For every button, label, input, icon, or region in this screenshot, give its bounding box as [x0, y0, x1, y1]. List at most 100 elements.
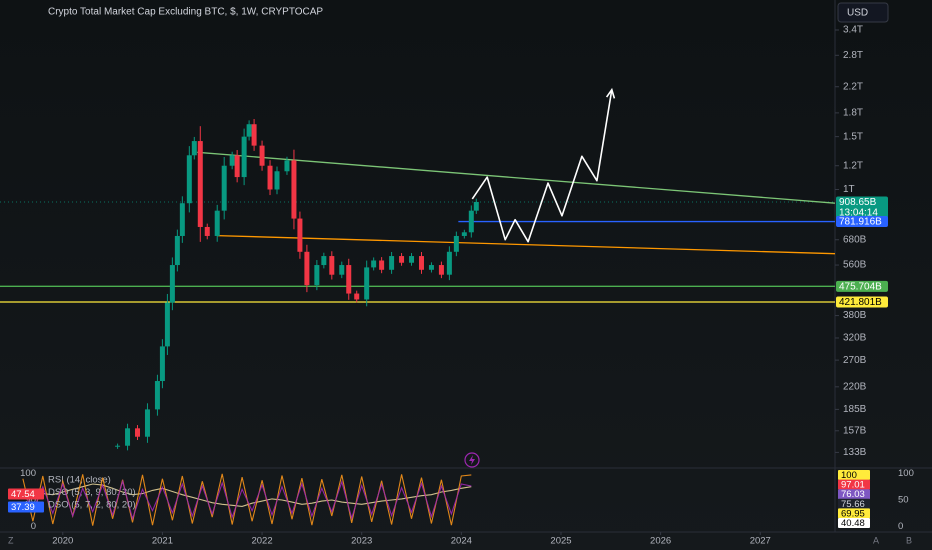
- candle: [186, 155, 192, 204]
- candle: [399, 256, 405, 263]
- indicator-tag-label: 97.01: [841, 480, 865, 491]
- y-tick-label: 1.2T: [843, 160, 863, 171]
- candle: [234, 155, 240, 178]
- y-tick-label: 220B: [843, 381, 867, 392]
- y-tick-label: 2.8T: [843, 50, 863, 61]
- price-tag-label: 781.916B: [839, 217, 882, 228]
- price-tag-countdown: 13:04:14: [839, 208, 878, 219]
- candle: [274, 171, 280, 190]
- x-tick-label: 2022: [251, 536, 272, 547]
- indicator-tag-label: 76.03: [841, 489, 865, 500]
- y-tick-label: 680B: [843, 234, 867, 245]
- indicator-tag-label: 75.66: [841, 499, 865, 510]
- y-tick-label: 3.4T: [843, 25, 863, 36]
- candle: [241, 136, 247, 178]
- candle: [354, 293, 360, 300]
- indicator-tag-label: 69.95: [841, 508, 865, 519]
- indicator-tag: [838, 470, 870, 480]
- candle: [339, 265, 345, 275]
- event-icon[interactable]: [464, 452, 480, 468]
- footer-icon[interactable]: B: [906, 535, 912, 545]
- indicator-tag: [838, 508, 870, 519]
- footer-icon[interactable]: A: [873, 535, 879, 545]
- currency-label[interactable]: USD: [847, 8, 868, 19]
- x-tick-label: 2027: [750, 536, 771, 547]
- candle: [214, 210, 220, 236]
- indicator-tick-label: 0: [31, 521, 36, 532]
- candle: [329, 256, 335, 275]
- price-tag-label: 908.65B: [839, 197, 877, 208]
- y-tick-label: 1T: [843, 184, 855, 195]
- indicator-tag-label: 100: [841, 470, 857, 481]
- indicator-tag-label: 37.39: [11, 502, 35, 513]
- event-bolt: [469, 455, 475, 465]
- y-tick-label: 133B: [843, 447, 867, 458]
- candle: [297, 218, 303, 252]
- candle: [179, 203, 185, 236]
- candle: [144, 409, 150, 437]
- trend-line: [197, 151, 836, 204]
- candle: [371, 260, 377, 268]
- candle: [304, 251, 310, 286]
- indicator-tag: [8, 488, 44, 500]
- x-tick-label: 2023: [351, 536, 372, 547]
- x-tick-label: 2026: [650, 536, 671, 547]
- candle: [164, 302, 170, 347]
- x-tick-label: 2021: [152, 536, 173, 547]
- indicator-tag: [838, 518, 870, 528]
- candle: [159, 346, 165, 382]
- candle: [229, 155, 235, 166]
- candle: [409, 256, 415, 263]
- candle: [115, 445, 121, 447]
- candle: [321, 256, 327, 266]
- indicator-tag-label: 47.54: [11, 489, 35, 500]
- candle: [364, 267, 370, 300]
- candle: [246, 124, 252, 137]
- price-tag: [836, 196, 888, 219]
- x-tick-label: 2024: [451, 536, 472, 547]
- candle: [346, 265, 352, 294]
- indicator-tag: [838, 489, 870, 500]
- indicator-tag: [838, 479, 870, 490]
- candle: [125, 428, 131, 446]
- indicator-tick-label: 50: [898, 495, 909, 506]
- price-tag-label: 475.704B: [839, 281, 882, 292]
- currency-button[interactable]: [837, 2, 889, 23]
- projection-path: [471, 89, 613, 243]
- candle: [204, 226, 210, 236]
- y-tick-label: 157B: [843, 425, 867, 436]
- y-tick-label: 270B: [843, 355, 867, 366]
- indicator-tag: [8, 501, 44, 513]
- indicator-legend: DSO (5, 3, 9, 80, 20): [48, 487, 136, 498]
- candle: [267, 165, 273, 190]
- indicator-tick-label: 100: [20, 468, 36, 479]
- x-tick-label: 2020: [52, 536, 73, 547]
- price-tag: [836, 296, 888, 308]
- candle: [259, 145, 265, 166]
- y-tick-label: 2.2T: [843, 81, 863, 92]
- candle: [174, 235, 180, 266]
- y-tick-label: 320B: [843, 333, 867, 344]
- price-tag: [836, 216, 888, 228]
- x-tick-label: 2025: [550, 536, 571, 547]
- y-tick-label: 1.5T: [843, 131, 863, 142]
- price-tag: [836, 280, 888, 292]
- candle: [191, 141, 197, 156]
- indicator-line: [22, 479, 472, 521]
- candle: [135, 428, 141, 437]
- y-tick-label: 185B: [843, 404, 867, 415]
- indicator-tag-label: 40.48: [841, 518, 865, 529]
- footer-icon[interactable]: Z: [8, 535, 14, 545]
- y-tick-label: 380B: [843, 310, 867, 321]
- candle: [453, 235, 459, 252]
- candle: [428, 265, 434, 270]
- candle: [169, 265, 175, 303]
- candle: [221, 165, 227, 211]
- y-tick-label: 560B: [843, 260, 867, 271]
- candle: [284, 160, 290, 172]
- indicator-legend: RSI (14, close): [48, 475, 111, 486]
- price-tag-label: 421.801B: [839, 297, 882, 308]
